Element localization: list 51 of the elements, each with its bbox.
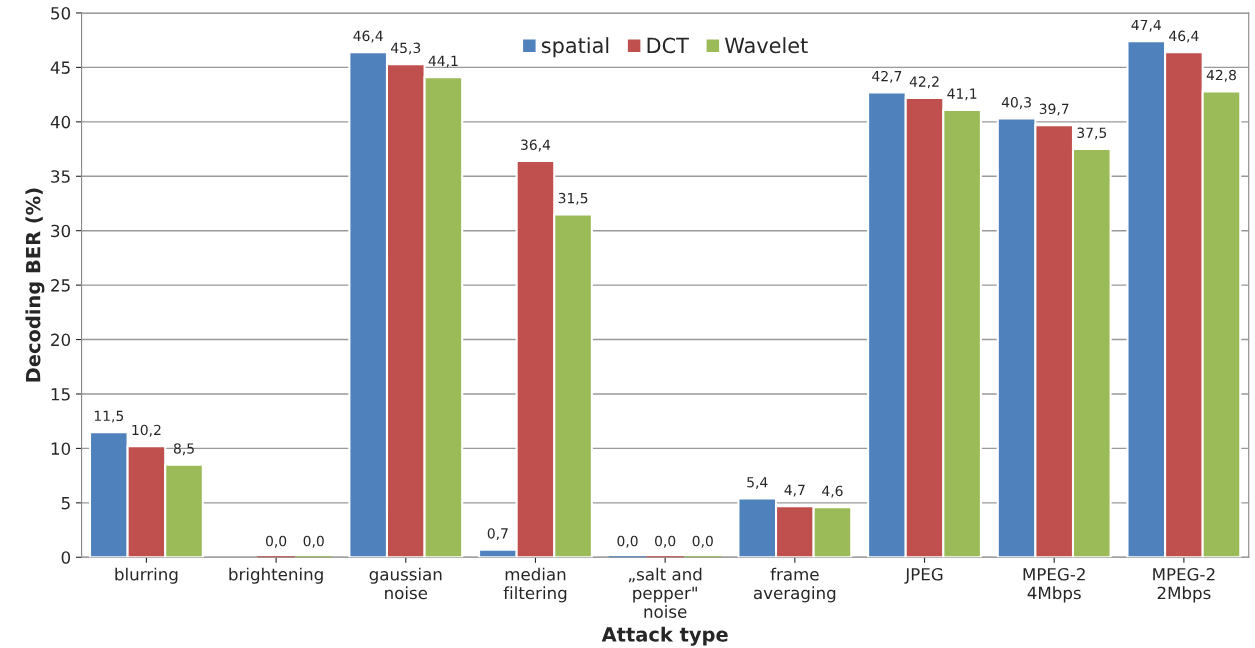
legend-label: spatial xyxy=(541,37,609,58)
data-label: 44,1 xyxy=(428,55,458,68)
x-tick-label: frame averaging xyxy=(753,567,836,603)
data-label: 31,5 xyxy=(558,192,588,205)
y-axis-title: Decoding BER (%) xyxy=(25,188,45,382)
x-tick-label: median filtering xyxy=(503,567,567,603)
x-tick-label: „salt and pepper" noise xyxy=(628,567,702,618)
data-label: 5,4 xyxy=(747,477,768,489)
x-tick-label: blurring xyxy=(115,567,178,584)
data-label: 11,5 xyxy=(94,410,124,423)
data-label: 39,7 xyxy=(1039,103,1069,116)
y-tick-label: 5 xyxy=(61,497,70,510)
x-tick-label: brightening xyxy=(229,567,323,584)
data-label: 37,5 xyxy=(1077,127,1107,140)
data-label: 45,3 xyxy=(391,42,421,55)
data-label: 47,4 xyxy=(1131,19,1161,32)
data-label: 8,5 xyxy=(173,443,194,456)
y-tick-label: 20 xyxy=(51,333,71,347)
y-tick-label: 45 xyxy=(50,61,70,74)
data-label: 46,4 xyxy=(353,30,383,43)
data-label: 42,8 xyxy=(1206,69,1236,82)
x-tick-label: MPEG-2 2Mbps xyxy=(1153,567,1215,603)
data-label: 0,0 xyxy=(617,535,638,548)
x-axis-title: Attack type xyxy=(601,626,728,646)
data-label: 42,2 xyxy=(909,76,939,89)
data-label: 0,7 xyxy=(487,528,508,541)
data-label: 4,7 xyxy=(784,484,805,497)
legend-label: Wavelet xyxy=(724,37,808,54)
data-label: 0,0 xyxy=(692,535,713,548)
legend-label: DCT xyxy=(647,37,689,54)
data-label: 0,0 xyxy=(265,535,287,548)
data-label: 36,4 xyxy=(521,139,551,152)
data-label: 4,6 xyxy=(822,485,843,498)
y-tick-label: 0 xyxy=(61,551,71,564)
y-tick-label: 25 xyxy=(51,279,70,292)
data-label: 41,1 xyxy=(947,88,977,101)
data-label: 42,7 xyxy=(872,70,902,83)
x-tick-label: MPEG-2 4Mbps xyxy=(1023,567,1085,603)
y-tick-label: 10 xyxy=(51,442,71,455)
x-tick-label: JPEG xyxy=(904,567,943,584)
data-label: 46,4 xyxy=(1169,30,1199,43)
y-tick-label: 30 xyxy=(51,224,71,238)
y-tick-label: 50 xyxy=(51,6,71,20)
data-label: 40,3 xyxy=(1001,97,1031,109)
data-label: 10,2 xyxy=(132,424,161,437)
y-tick-label: 15 xyxy=(51,388,70,401)
data-label: 0,0 xyxy=(303,535,324,548)
x-tick-label: gaussian noise xyxy=(369,567,442,600)
data-label: 0,0 xyxy=(655,535,676,548)
y-tick-label: 40 xyxy=(50,115,71,129)
y-tick-label: 35 xyxy=(51,170,70,183)
